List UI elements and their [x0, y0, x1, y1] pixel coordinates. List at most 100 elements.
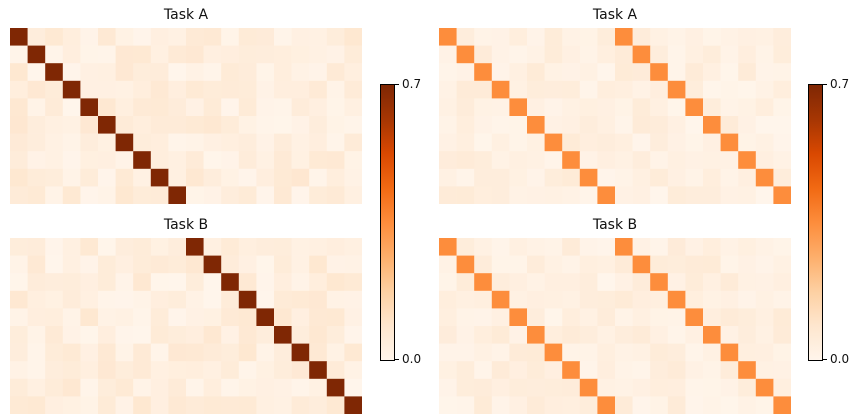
heatmap-cell	[98, 80, 116, 99]
heatmap-cell	[685, 273, 704, 292]
heatmap-cell	[221, 168, 240, 187]
heatmap-cell	[274, 45, 292, 64]
heatmap-cell	[203, 290, 222, 309]
heatmap-cell	[474, 238, 493, 256]
heatmap-cell	[685, 238, 704, 256]
heatmap-cell	[615, 28, 633, 46]
heatmap-cell	[256, 238, 275, 256]
heatmap-cell	[439, 116, 457, 134]
heatmap-cell	[45, 63, 64, 82]
panel-title-right-top: Task A	[592, 7, 638, 23]
heatmap-cell	[98, 28, 116, 46]
heatmap-cell	[256, 80, 275, 99]
heatmap-cell	[456, 238, 475, 256]
heatmap-cell	[439, 63, 457, 82]
heatmap-cell	[10, 255, 28, 274]
heatmap-cell	[439, 396, 457, 414]
heatmap-cell	[667, 361, 686, 380]
heatmap-cell	[456, 396, 475, 414]
heatmap-cell	[527, 255, 545, 274]
heatmap-cell	[10, 168, 28, 187]
heatmap-cell	[80, 45, 99, 64]
heatmap-cell	[98, 378, 116, 397]
heatmap-cell	[720, 168, 739, 187]
heatmap-cell	[544, 45, 563, 64]
heatmap-cell	[544, 255, 563, 274]
panel-title-left-top: Task A	[163, 7, 209, 23]
heatmap-cell	[62, 255, 81, 274]
heatmap-cell	[597, 326, 616, 344]
heatmap-cell	[309, 255, 328, 274]
heatmap-cell	[685, 361, 704, 380]
heatmap-cell	[632, 133, 651, 152]
heatmap-cell	[527, 343, 545, 362]
heatmap-cell	[773, 343, 791, 362]
heatmap-cell	[186, 273, 204, 292]
heatmap-cell	[755, 396, 774, 414]
heatmap-cell	[238, 361, 257, 380]
heatmap-cell	[650, 343, 669, 362]
heatmap-cell	[544, 396, 563, 414]
heatmap-cell	[326, 255, 345, 274]
heatmap-cell	[439, 361, 457, 380]
heatmap-cell	[491, 116, 510, 134]
heatmap-cell	[10, 45, 28, 64]
heatmap-cell	[45, 45, 64, 64]
heatmap-cell	[509, 28, 528, 46]
heatmap-cell	[274, 238, 292, 256]
heatmap-cell	[62, 63, 81, 82]
heatmap-cell	[685, 396, 704, 414]
heatmap-cell	[667, 28, 686, 46]
heatmap-cell	[115, 308, 134, 327]
heatmap-cell	[45, 98, 64, 117]
heatmap-cell	[773, 133, 791, 152]
heatmap-cell	[221, 326, 240, 344]
heatmap-cell	[773, 63, 791, 82]
heatmap-cell	[45, 28, 64, 46]
heatmap-cell	[632, 186, 651, 204]
heatmap-cell	[650, 255, 669, 274]
heatmap-cell	[509, 168, 528, 187]
heatmap-cell	[755, 343, 774, 362]
heatmap-cell	[703, 238, 721, 256]
heatmap-cell	[344, 80, 362, 99]
heatmap-cell	[738, 396, 757, 414]
heatmap-cell	[491, 273, 510, 292]
heatmap-cell	[98, 151, 116, 170]
heatmap-cell	[10, 28, 28, 46]
heatmap-cell	[168, 98, 187, 117]
heatmap-cell	[150, 80, 169, 99]
heatmap-cell	[703, 343, 721, 362]
heatmap-cell	[439, 255, 457, 274]
heatmap-cell	[45, 273, 64, 292]
heatmap-cell	[256, 361, 275, 380]
heatmap-cell	[133, 396, 152, 414]
heatmap-cell	[168, 80, 187, 99]
heatmap-cell	[45, 151, 64, 170]
heatmap-cell	[10, 63, 28, 82]
heatmap-cell	[527, 80, 545, 99]
heatmap-cell	[685, 378, 704, 397]
heatmap-cell	[632, 80, 651, 99]
heatmap-cell	[474, 290, 493, 309]
heatmap-cell	[615, 168, 633, 187]
heatmap-cell	[579, 378, 598, 397]
heatmap-cell	[456, 133, 475, 152]
heatmap-cell	[291, 343, 310, 362]
heatmap-cell	[80, 396, 99, 414]
heatmap-cell	[62, 326, 81, 344]
heatmap-cell	[221, 80, 240, 99]
heatmap-cell	[667, 396, 686, 414]
colorbar-right-min-label: 0.0	[830, 352, 850, 366]
heatmap-cell	[562, 168, 581, 187]
heatmap-cell	[456, 343, 475, 362]
heatmap-cell	[579, 63, 598, 82]
heatmap-cell	[615, 326, 633, 344]
heatmap-cell	[562, 255, 581, 274]
heatmap-cell	[738, 326, 757, 344]
heatmap-cell	[650, 63, 669, 82]
heatmap-cell	[720, 378, 739, 397]
heatmap-cell	[203, 133, 222, 152]
heatmap-cell	[755, 28, 774, 46]
heatmap-cell	[509, 45, 528, 64]
